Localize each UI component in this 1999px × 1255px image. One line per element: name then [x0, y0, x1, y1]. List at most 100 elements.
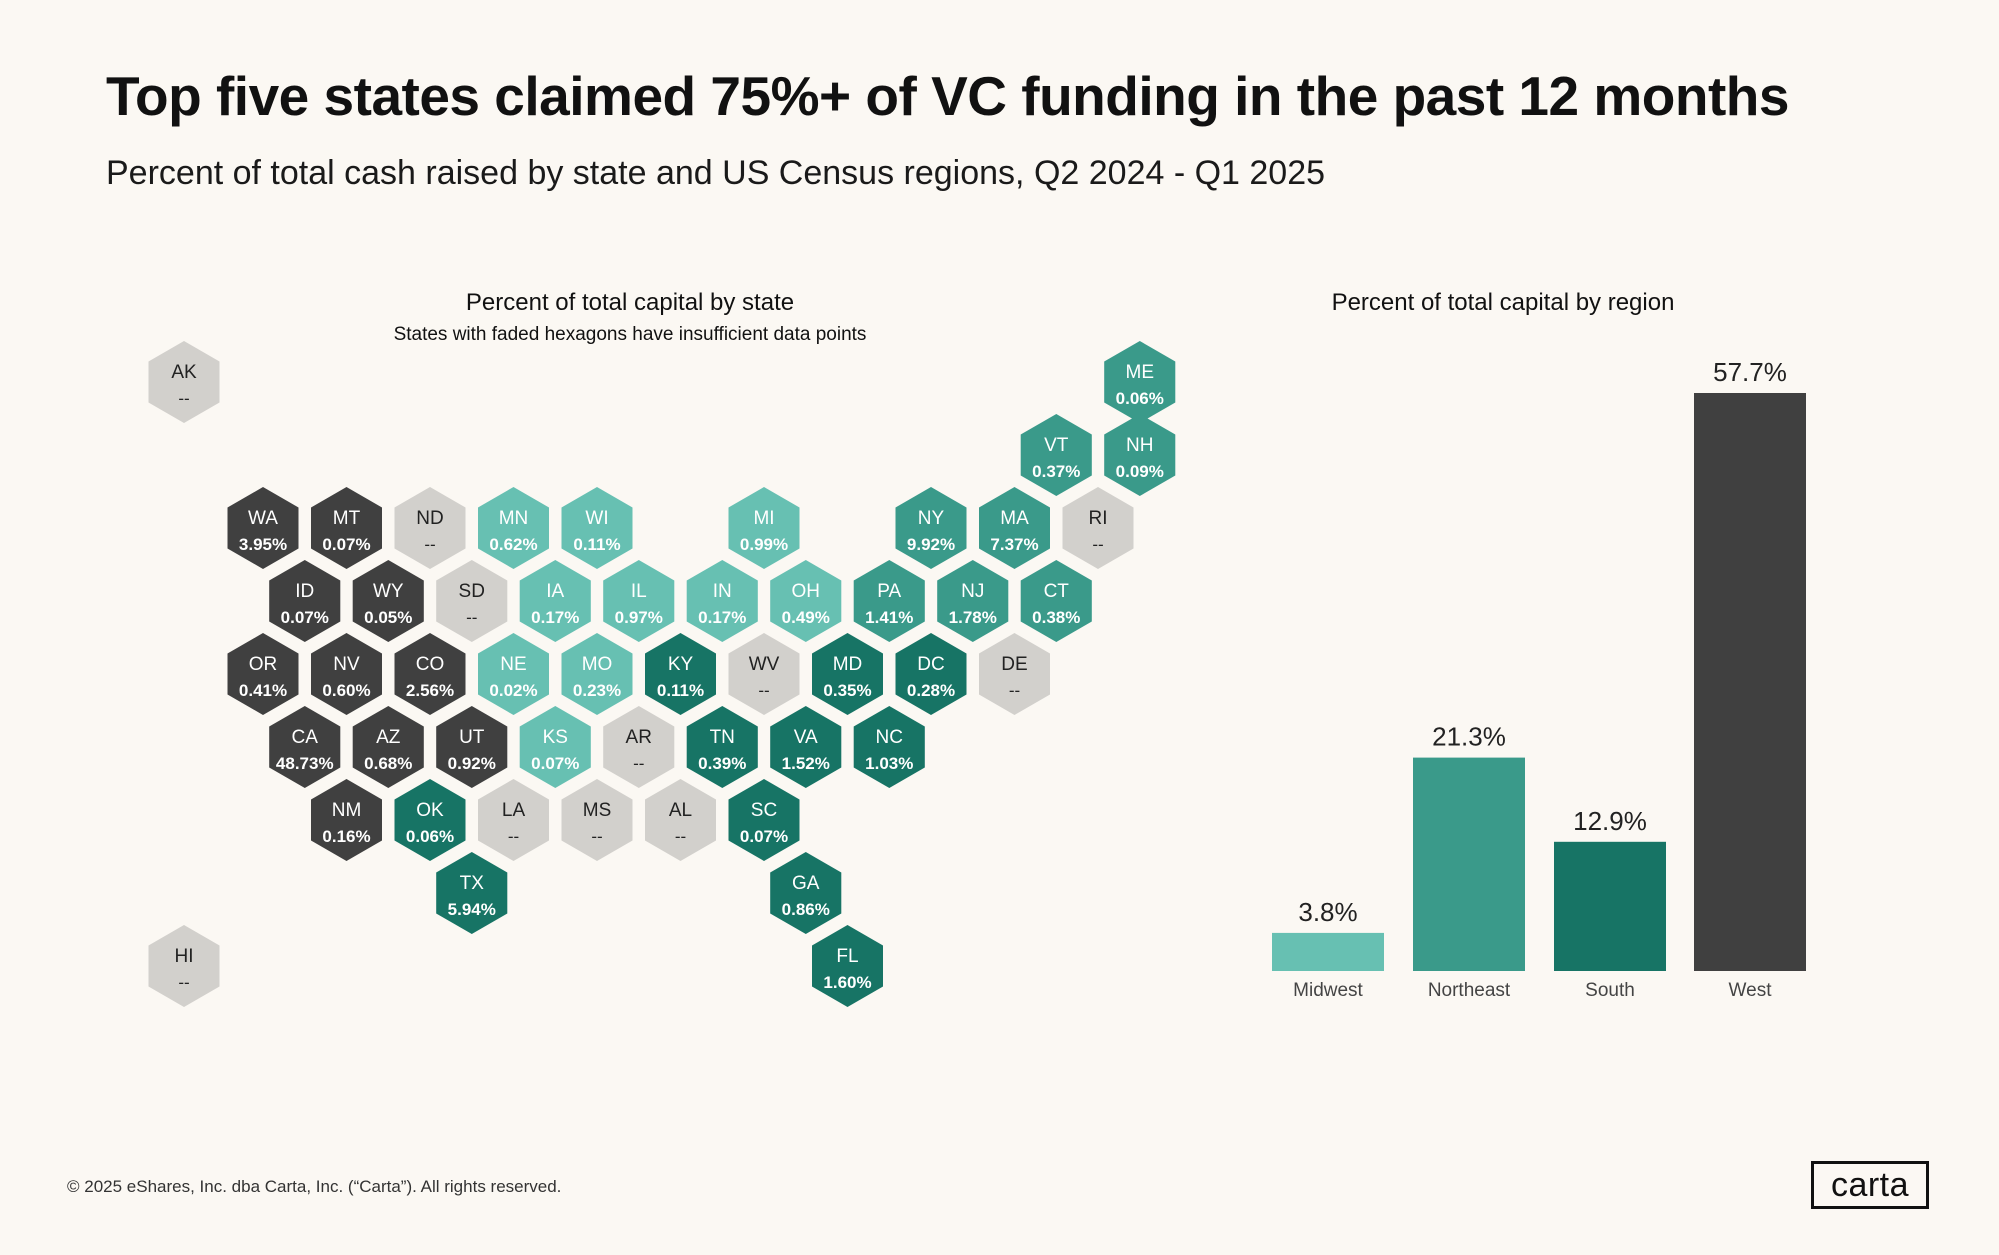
hex-cell — [1020, 560, 1092, 642]
hex-cell — [561, 779, 633, 861]
hex-state-code: SC — [751, 800, 777, 821]
hex-state-code: TN — [710, 727, 735, 748]
hex-cell — [645, 633, 716, 715]
hex-state-value: 0.35% — [823, 681, 871, 700]
bar-category-label-west: West — [1729, 980, 1773, 1001]
hex-state-value: 0.99% — [740, 535, 788, 554]
bar-value-label-south: 12.9% — [1573, 806, 1647, 836]
hex-state-sc: SC 0.07% — [728, 779, 800, 861]
hex-state-vt: VT 0.37% — [1020, 414, 1092, 496]
hex-cell — [853, 706, 925, 788]
hex-state-code: MD — [833, 654, 863, 675]
bar-category-label-northeast: Northeast — [1428, 980, 1511, 1001]
hex-cell — [478, 779, 549, 861]
hex-state-code: IN — [713, 581, 732, 602]
hex-state-hi: HI -- — [148, 925, 220, 1007]
bar-south — [1554, 841, 1666, 971]
hexmap-subtitle: States with faded hexagons have insuffic… — [394, 324, 867, 345]
hex-cell — [686, 560, 758, 642]
hex-state-value: 0.86% — [782, 900, 830, 919]
hex-cell — [895, 487, 967, 569]
hex-state-me: ME 0.06% — [1104, 341, 1176, 423]
hex-state-ks: KS 0.07% — [519, 706, 591, 788]
hex-state-code: NH — [1126, 435, 1153, 456]
hex-state-fl: FL 1.60% — [812, 925, 883, 1007]
hex-state-va: VA 1.52% — [770, 706, 842, 788]
hex-state-value: 0.02% — [489, 681, 537, 700]
hex-state-value: 0.62% — [489, 535, 537, 554]
hex-cell — [728, 633, 800, 715]
hex-state-tx: TX 5.94% — [436, 852, 508, 934]
hex-state-mn: MN 0.62% — [478, 487, 549, 569]
hex-cell — [352, 560, 424, 642]
hex-state-code: MN — [499, 508, 529, 529]
hex-state-tn: TN 0.39% — [686, 706, 758, 788]
hex-state-code: OR — [249, 654, 278, 675]
hex-state-az: AZ 0.68% — [352, 706, 424, 788]
hex-state-nd: ND -- — [394, 487, 466, 569]
hex-cell — [812, 633, 883, 715]
hex-state-value: -- — [424, 535, 435, 554]
hex-state-wv: WV -- — [728, 633, 800, 715]
hex-state-code: KS — [543, 727, 568, 748]
hex-cell — [1104, 341, 1176, 423]
hex-cell — [1104, 414, 1176, 496]
hex-state-code: OH — [792, 581, 821, 602]
hex-state-value: 0.60% — [322, 681, 370, 700]
hex-state-value: 0.09% — [1116, 462, 1164, 481]
hex-state-value: 0.39% — [698, 754, 746, 773]
hex-state-value: -- — [466, 608, 477, 627]
hex-state-value: -- — [675, 827, 686, 846]
hex-state-or: OR 0.41% — [227, 633, 299, 715]
hex-state-value: 0.11% — [573, 535, 620, 554]
hex-state-value: 0.06% — [1116, 389, 1164, 408]
hex-state-ar: AR -- — [603, 706, 675, 788]
hex-state-value: -- — [178, 389, 189, 408]
hex-state-code: AR — [626, 727, 652, 748]
hex-state-value: 0.07% — [322, 535, 370, 554]
hex-state-code: CO — [416, 654, 445, 675]
hex-state-code: DC — [917, 654, 944, 675]
hex-state-mt: MT 0.07% — [311, 487, 382, 569]
hex-state-code: NJ — [961, 581, 984, 602]
hex-cell — [394, 779, 466, 861]
hex-state-value: 2.56% — [406, 681, 454, 700]
hex-state-code: TX — [460, 873, 485, 894]
hex-state-value: 0.17% — [531, 608, 579, 627]
carta-logo: carta — [1811, 1161, 1929, 1209]
hex-state-mo: MO 0.23% — [561, 633, 633, 715]
hex-state-code: WA — [248, 508, 278, 529]
hex-state-code: MS — [583, 800, 612, 821]
hex-cell — [645, 779, 716, 861]
bar-northeast — [1413, 757, 1525, 971]
hex-state-code: MT — [333, 508, 361, 529]
hex-state-value: 48.73% — [276, 754, 334, 773]
hex-state-value: -- — [508, 827, 519, 846]
bar-value-label-west: 57.7% — [1713, 357, 1787, 387]
hex-cell — [227, 633, 299, 715]
hex-state-value: 1.41% — [865, 608, 913, 627]
hex-state-ia: IA 0.17% — [519, 560, 591, 642]
hex-cell — [561, 487, 633, 569]
hex-cell — [770, 706, 842, 788]
hex-cell — [311, 779, 382, 861]
hex-state-md: MD 0.35% — [812, 633, 883, 715]
hex-state-ct: CT 0.38% — [1020, 560, 1092, 642]
hex-state-value: -- — [178, 973, 189, 992]
hex-state-code: PA — [877, 581, 901, 602]
hex-state-value: 1.60% — [823, 973, 871, 992]
hex-state-value: 0.11% — [657, 681, 704, 700]
hex-state-value: 0.07% — [531, 754, 579, 773]
hex-state-code: GA — [792, 873, 820, 894]
hex-state-value: 0.07% — [740, 827, 788, 846]
hex-cell — [148, 925, 220, 1007]
bar-category-label-midwest: Midwest — [1293, 980, 1363, 1001]
bar-west — [1694, 393, 1806, 971]
hex-state-value: 0.17% — [698, 608, 746, 627]
hex-state-code: NC — [876, 727, 903, 748]
hex-cell — [436, 852, 508, 934]
hex-state-ut: UT 0.92% — [436, 706, 508, 788]
hex-state-code: ID — [295, 581, 314, 602]
hex-cell — [937, 560, 1009, 642]
